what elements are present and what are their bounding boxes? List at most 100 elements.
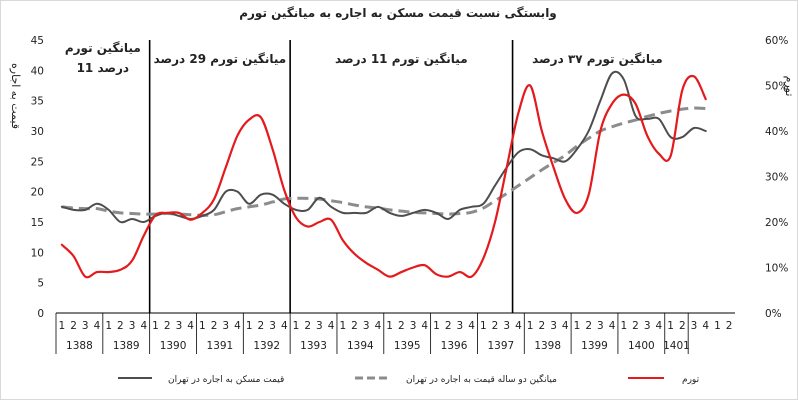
x-year-label: 1389 — [113, 340, 140, 352]
x-quarter-label: 3 — [269, 320, 276, 332]
y-left-tick-label: 45 — [31, 35, 44, 47]
x-quarter-label: 4 — [468, 320, 475, 332]
x-quarter-label: 1 — [339, 320, 346, 332]
y-right-tick-label: 10% — [765, 263, 788, 275]
x-quarter-label: 4 — [609, 320, 616, 332]
x-year-label: 1399 — [581, 340, 608, 352]
series-line-2 — [60, 74, 707, 279]
x-quarter-label: 3 — [316, 320, 323, 332]
y-right-tick-label: 20% — [765, 217, 788, 229]
regime-label: میانگین تورم 11 درصد — [335, 52, 468, 67]
y-left-tick-label: 25 — [31, 156, 44, 168]
x-year-label: 1392 — [253, 340, 280, 352]
x-quarter-label: 2 — [585, 320, 592, 332]
x-quarter-label: 4 — [375, 320, 382, 332]
x-quarter-label: 3 — [129, 320, 136, 332]
x-year-label: 1388 — [66, 340, 93, 352]
x-quarter-label: 3 — [363, 320, 370, 332]
x-quarter-label: 2 — [445, 320, 452, 332]
x-quarter-label: 4 — [702, 320, 709, 332]
x-quarter-label: 3 — [457, 320, 464, 332]
x-quarter-label: 4 — [140, 320, 147, 332]
y-left-tick-label: 35 — [31, 96, 44, 108]
legend-label: تورم — [682, 375, 700, 385]
x-quarter-label: 4 — [187, 320, 194, 332]
x-year-label: 1390 — [160, 340, 187, 352]
x-quarter-label: 1 — [152, 320, 159, 332]
y-left-ticks: 0 5 10 15 20 25 30 35 40 45 — [31, 35, 44, 320]
regime-dividers — [148, 40, 514, 313]
x-quarter-label: 3 — [644, 320, 651, 332]
regime-label-text: میانگین تورم 29 درصد — [154, 52, 287, 67]
x-quarter-label: 2 — [211, 320, 218, 332]
x-quarter-label: 4 — [562, 320, 569, 332]
x-quarter-label: 3 — [410, 320, 417, 332]
x-quarter-label: 2 — [351, 320, 358, 332]
x-year-label: 1391 — [207, 340, 234, 352]
legend-label: میانگین دو ساله قیمت به اجاره در تهران — [406, 373, 557, 385]
x-year-label: 1395 — [394, 340, 421, 352]
regime-label-text: میانگین تورم 11 درصد — [335, 52, 468, 67]
y-left-tick-label: 5 — [37, 278, 44, 290]
x-year-label: 1394 — [347, 340, 374, 352]
y-left-tick-label: 40 — [31, 65, 44, 77]
regime-label: میانگین تورم ۳۷ درصد — [532, 52, 663, 67]
x-quarter-label: 3 — [176, 320, 183, 332]
x-quarter-label: 2 — [258, 320, 265, 332]
y-left-tick-label: 15 — [31, 217, 44, 229]
x-quarter-label: 2 — [679, 320, 686, 332]
y-left-tick-label: 30 — [31, 126, 44, 138]
series-lines — [60, 70, 707, 279]
x-year-label: 1397 — [487, 340, 514, 352]
x-quarter-label: 3 — [222, 320, 229, 332]
y-left-tick-label: 20 — [31, 187, 44, 199]
x-quarter-label: 2 — [164, 320, 171, 332]
y-left-axis-label: قیمت به اجاره — [9, 63, 22, 129]
x-quarter-label: 4 — [94, 320, 101, 332]
x-quarter-label: 1 — [246, 320, 253, 332]
x-quarter-label: 4 — [656, 320, 663, 332]
x-quarter-label: 1 — [527, 320, 534, 332]
y-left-tick-label: 0 — [37, 308, 44, 320]
x-quarter-label: 4 — [234, 320, 241, 332]
x-quarter-label: 1 — [714, 320, 721, 332]
y-right-tick-label: 60% — [765, 35, 788, 47]
x-year-label: 1398 — [534, 340, 561, 352]
x-quarter-label: 2 — [492, 320, 499, 332]
legend-item-0: قیمت مسکن به اجاره در تهران — [118, 375, 284, 385]
x-quarter-label: 1 — [620, 320, 627, 332]
legend-item-1: میانگین دو ساله قیمت به اجاره در تهران — [355, 373, 557, 385]
x-year-label: 1393 — [300, 340, 327, 352]
regime-label-text: میانگین تورم ۳۷ درصد — [532, 52, 663, 67]
x-quarter-label: 1 — [574, 320, 581, 332]
x-quarter-label: 3 — [691, 320, 698, 332]
x-quarter-label: 2 — [117, 320, 124, 332]
y-right-tick-label: 40% — [765, 126, 788, 138]
chart-title: وابستگی نسبت قیمت مسکن به اجاره به میانگ… — [239, 6, 557, 21]
y-left-tick-label: 10 — [31, 247, 44, 259]
x-year-label: 1400 — [628, 340, 655, 352]
legend: قیمت مسکن به اجاره در تهران میانگین دو سا… — [118, 373, 700, 385]
x-quarter-label: 1 — [386, 320, 393, 332]
regime-labels: میانگین تورم 11 درصد میانگین تورم 29 درصد م… — [65, 41, 663, 75]
regime-label-line: 11 درصد — [77, 61, 129, 75]
x-quarter-label: 3 — [550, 320, 557, 332]
x-quarter-label: 1 — [433, 320, 440, 332]
legend-item-2: تورم — [628, 375, 700, 385]
y-right-tick-label: 0% — [765, 308, 782, 320]
x-year-label: 1396 — [441, 340, 468, 352]
x-quarter-label: 1 — [105, 320, 112, 332]
x-quarter-label: 1 — [199, 320, 206, 332]
x-quarter-label: 3 — [503, 320, 510, 332]
regime-label: میانگین تورم 11 درصد — [65, 41, 141, 75]
x-year-label: 1401 — [663, 340, 690, 352]
x-quarter-label: 1 — [667, 320, 674, 332]
x-quarter-label: 2 — [70, 320, 77, 332]
x-quarter-label: 3 — [597, 320, 604, 332]
y-right-ticks: 0% 10% 20% 30% 40% 50% 60% — [765, 35, 788, 320]
legend-label: قیمت مسکن به اجاره در تهران — [168, 375, 284, 385]
x-quarter-label: 2 — [538, 320, 545, 332]
x-quarter-label: 2 — [398, 320, 405, 332]
regime-label-line: میانگین تورم — [65, 41, 141, 56]
